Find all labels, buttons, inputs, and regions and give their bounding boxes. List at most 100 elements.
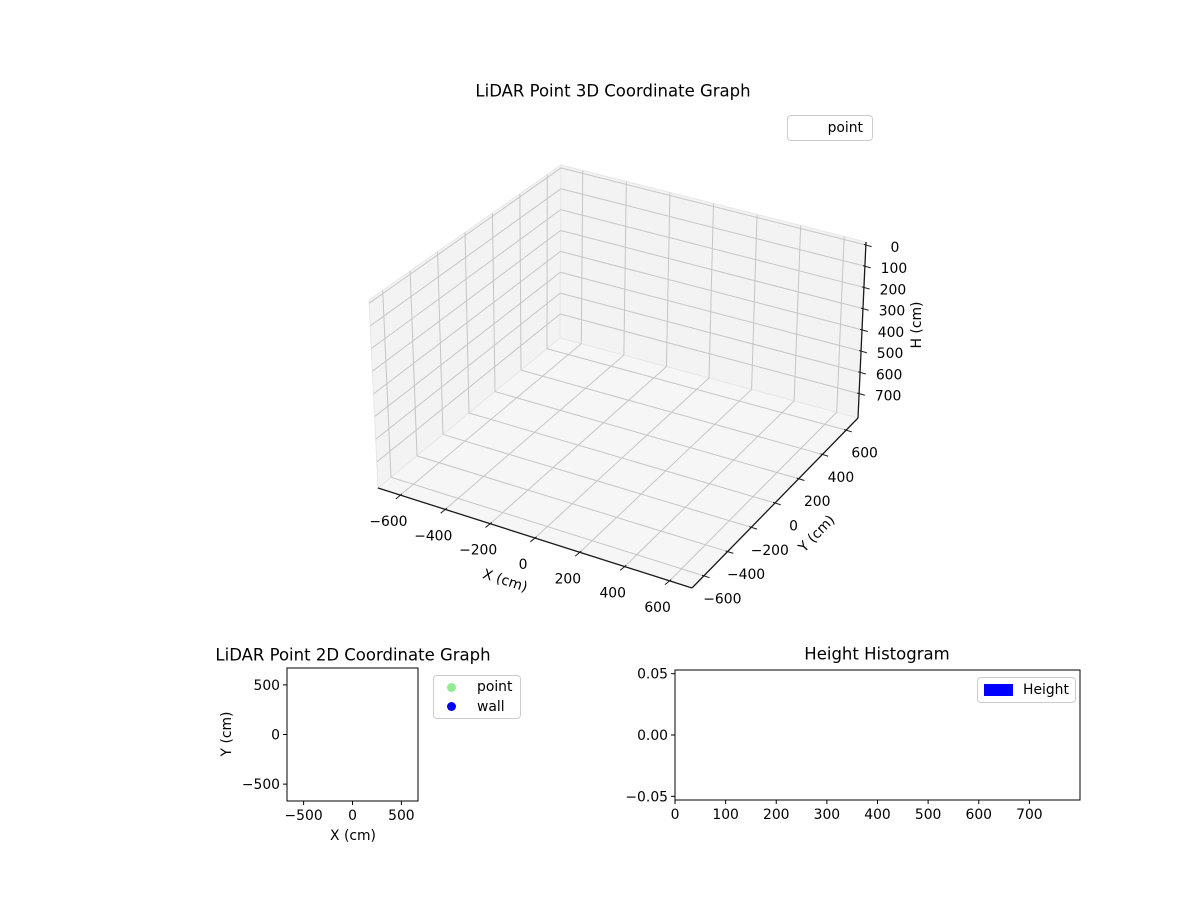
y-tick-label-3d: 0: [789, 519, 798, 535]
x-tick-label-3d: −400: [414, 528, 452, 544]
x-tick-label-2d: 500: [388, 808, 415, 824]
tick-3d: [664, 579, 672, 586]
hist-legend: Height: [977, 677, 1076, 703]
y-tick-label-3d: 600: [851, 446, 878, 462]
tick-3d: [844, 429, 853, 433]
plot2d-ylabel: Y (cm): [219, 711, 235, 757]
z-tick-label-3d: 200: [880, 282, 907, 298]
plot2d-legend: point wall: [433, 675, 521, 719]
tick-3d: [820, 453, 829, 457]
tick-3d: [772, 501, 781, 506]
tick-3d: [796, 477, 805, 482]
y-tick-label-3d: −200: [751, 543, 789, 559]
y-tick-label-2d: 0: [271, 728, 280, 744]
grid-line-3d: [560, 292, 861, 373]
grid-line-3d: [400, 343, 582, 496]
tick-3d: [530, 536, 537, 543]
hist-title: Height Histogram: [804, 644, 950, 664]
grid-line-3d: [372, 230, 561, 372]
grid-line-3d: [669, 411, 838, 582]
plot3d-legend-label-point: point: [827, 120, 863, 136]
x-tick-label-3d: 600: [644, 600, 671, 616]
tick-3d: [858, 350, 867, 354]
tick-3d: [862, 265, 871, 269]
grid-line-3d: [579, 389, 752, 553]
plot2d-title: LiDAR Point 2D Coordinate Graph: [215, 645, 491, 665]
x-tick-label-3d: 0: [519, 557, 528, 573]
grid-line-3d: [373, 250, 561, 395]
grid-line-3d: [560, 271, 862, 352]
plot3d-title: LiDAR Point 3D Coordinate Graph: [475, 81, 751, 101]
grid-line-3d: [560, 230, 864, 310]
x-tick-label-hist: 100: [712, 807, 739, 823]
wall-marker-icon: [447, 702, 456, 712]
grid-line-3d: [371, 209, 562, 349]
x-tick-label-hist: 0: [671, 807, 680, 823]
tick-3d: [749, 526, 758, 530]
grid-line-3d: [368, 167, 562, 304]
grid-line-3d: [624, 400, 795, 567]
z-tick-label-3d: 0: [890, 240, 899, 256]
y-tick-label-3d: 400: [828, 470, 855, 486]
grid-line-3d: [560, 167, 866, 246]
tick-3d: [485, 522, 493, 528]
plot2d-legend-label-wall: wall: [477, 698, 505, 715]
grid-line-3d: [374, 271, 561, 417]
x-tick-label-hist: 600: [965, 807, 992, 823]
grid-line-3d: [376, 313, 561, 463]
grid-line-3d: [375, 292, 561, 440]
y-tick-label-hist: 0.05: [637, 667, 668, 683]
height-swatch-icon: [984, 684, 1013, 696]
legend-row: point: [434, 679, 520, 695]
tick-3d: [863, 243, 872, 248]
y-tick-label-hist: 0.00: [637, 728, 668, 744]
x-tick-label-hist: 700: [1016, 807, 1043, 823]
z-tick-label-3d: 700: [875, 389, 902, 405]
y-tick-label-3d: −600: [703, 591, 741, 607]
tick-3d: [395, 493, 403, 500]
y-tick-label-3d: −400: [727, 567, 765, 583]
grid-line-3d: [444, 354, 625, 510]
hist-legend-label-height: Height: [1023, 682, 1069, 698]
plot2d-legend-label-point: point: [477, 679, 513, 696]
tick-3d: [857, 392, 866, 396]
z-tick-label-3d: 500: [877, 346, 904, 362]
x-tick-label-hist: 500: [915, 807, 942, 823]
tick-3d: [859, 328, 868, 333]
y-tick-label-hist: −0.05: [625, 789, 668, 805]
tick-3d: [619, 564, 627, 571]
tick-3d: [574, 550, 582, 557]
y-tick-label-2d: −500: [242, 777, 280, 793]
plot2d-frame: [286, 667, 419, 802]
x-tick-label-3d: 200: [555, 571, 582, 587]
x-tick-label-3d: −200: [459, 543, 497, 559]
grid-line-3d: [534, 377, 710, 539]
tick-3d: [860, 307, 869, 311]
tick-3d: [861, 286, 870, 290]
x-tick-label-hist: 400: [864, 807, 891, 823]
plot3d-legend: point: [787, 115, 873, 141]
z-tick-label-3d: 100: [881, 261, 908, 277]
y-tick-label-3d: 200: [804, 494, 831, 510]
z-tick-label-3d: 600: [876, 367, 903, 383]
z-tick-label-3d: 300: [879, 304, 906, 320]
plot2d-xlabel: X (cm): [330, 828, 376, 844]
plot3d-zlabel: H (cm): [909, 301, 925, 349]
grid-line-3d: [489, 366, 667, 525]
x-tick-label-3d: 400: [599, 586, 626, 602]
x-tick-label-3d: −600: [369, 514, 407, 530]
grid-line-3d: [369, 188, 562, 327]
z-tick-label-3d: 400: [878, 325, 905, 341]
x-tick-label-2d: 0: [348, 808, 357, 824]
grid-line-3d: [560, 313, 860, 395]
x-tick-label-2d: −500: [285, 808, 323, 824]
grid-line-3d: [560, 188, 866, 267]
tick-3d: [725, 550, 734, 554]
legend-row: wall: [434, 699, 520, 715]
tick-3d: [440, 507, 448, 514]
x-tick-label-hist: 300: [814, 807, 841, 823]
point-marker-icon: [447, 682, 456, 692]
grid-line-3d: [560, 209, 865, 288]
